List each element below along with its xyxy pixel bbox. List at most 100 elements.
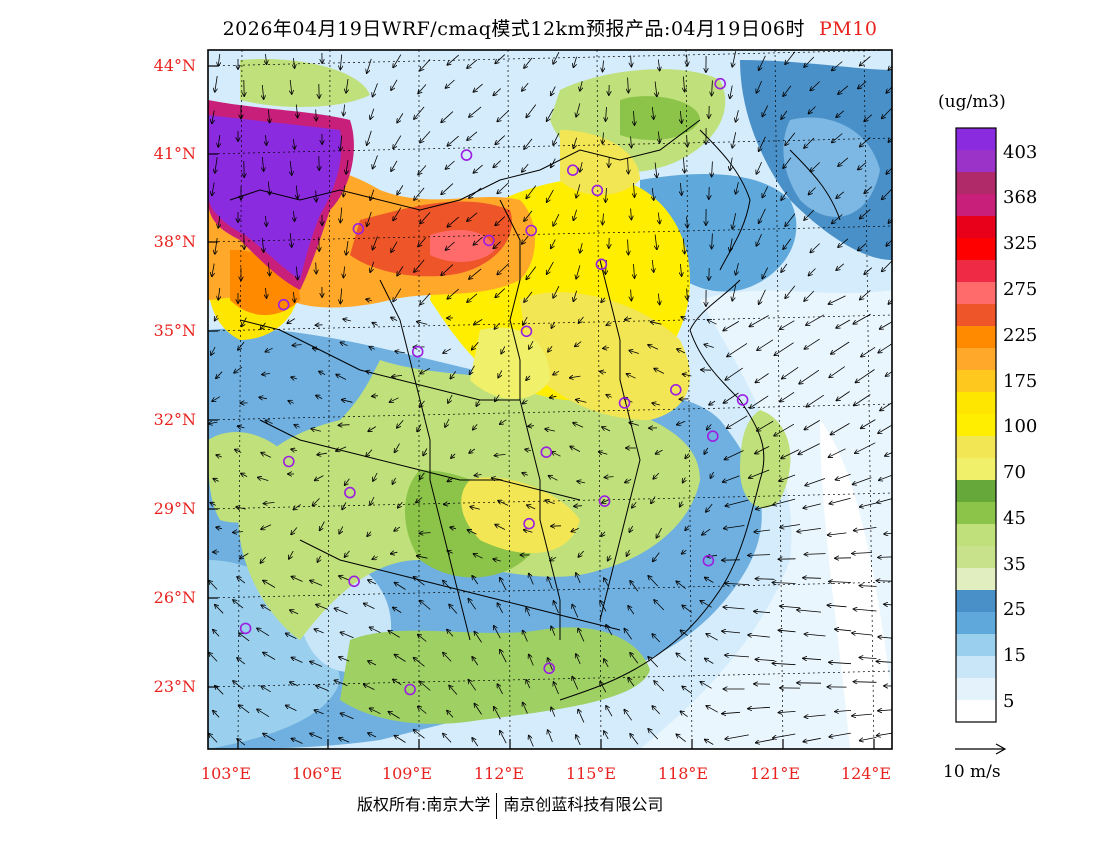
colorbar-segment (956, 502, 996, 525)
wind-vector (373, 155, 378, 168)
wind-vector (420, 400, 425, 407)
wind-vector (390, 397, 399, 402)
wind-vector (551, 158, 556, 168)
wind-vector (602, 427, 611, 432)
station-marker (595, 258, 608, 271)
colorbar-segment (956, 260, 996, 283)
wind-vector (340, 135, 341, 151)
wind-vector (574, 506, 583, 507)
wind-vector (835, 710, 852, 711)
wind-vector (724, 392, 739, 403)
wind-vector (547, 261, 554, 274)
wind-vector (497, 182, 510, 194)
wind-vector (261, 524, 272, 530)
wind-vector (779, 474, 796, 481)
wind-vector (548, 345, 553, 352)
colorbar-segment (956, 282, 996, 305)
wind-vector (527, 505, 536, 510)
wind-vector (346, 241, 348, 255)
colorbar-label-25: 25 (1003, 599, 1026, 620)
wind-vector (213, 630, 220, 637)
colorbar-unit: (ug/m3) (938, 92, 1006, 112)
wind-vector (263, 653, 276, 660)
wind-vector (475, 475, 482, 476)
lat-label-35: 35°N (153, 321, 196, 340)
wind-vector (420, 59, 431, 70)
station-marker (483, 234, 495, 247)
wind-vector (443, 581, 452, 590)
wind-vector (391, 79, 398, 90)
wind-vector (472, 342, 479, 349)
colorbar-segment (956, 458, 996, 481)
wind-vector (682, 605, 693, 613)
wind-vector (236, 507, 246, 509)
wind-vector (547, 189, 554, 202)
wind-vector (856, 369, 875, 383)
wind-vector (293, 291, 294, 302)
wind-vector (526, 680, 531, 689)
wind-vector (797, 528, 821, 531)
wind-vector (599, 452, 608, 455)
wind-vector (447, 216, 459, 227)
wind-vector (473, 424, 478, 429)
wind-vector (654, 369, 665, 374)
wind-vector (414, 187, 425, 200)
wind-vector (314, 629, 324, 634)
wind-vector (414, 730, 425, 739)
wind-vector (573, 209, 577, 221)
wind-vector (722, 631, 741, 633)
wind-vector (853, 313, 871, 324)
wind-vector (578, 629, 585, 642)
wind-vector (748, 707, 771, 708)
wind-vector (268, 181, 269, 195)
wind-vector (339, 526, 344, 533)
wind-vector (258, 477, 269, 481)
wind-vector (580, 243, 582, 253)
monitoring-stations (239, 77, 749, 696)
wind-vector (577, 481, 585, 483)
colorbar-segment (956, 700, 996, 723)
wind-vector (266, 287, 267, 298)
wind-vector (781, 191, 788, 200)
wind-vector (854, 682, 877, 683)
wind-vector (313, 498, 320, 505)
wind-vector (806, 394, 825, 407)
wind-vector (658, 293, 659, 305)
wind-vector (797, 610, 822, 612)
wind-vector (493, 559, 501, 561)
wind-vector (572, 677, 579, 690)
lat-label-29: 29°N (153, 499, 196, 518)
wind-vector (470, 365, 475, 375)
wind-vector (804, 56, 815, 67)
wind-vector (864, 267, 873, 275)
wind-vector (469, 106, 482, 117)
station-marker (736, 394, 749, 406)
wind-vector (268, 262, 269, 276)
wind-vector (233, 600, 244, 609)
wind-vector (858, 162, 867, 169)
wind-vector (652, 706, 661, 715)
wind-vector (293, 138, 294, 149)
wind-vector (450, 371, 457, 378)
wind-vector (266, 215, 267, 226)
wind-vector (545, 500, 555, 505)
wind-vector (658, 131, 659, 143)
lat-label-41: 41°N (153, 144, 196, 163)
wind-vector (526, 104, 537, 118)
wind-vector (291, 377, 298, 379)
wind-vector (336, 446, 347, 451)
wind-vector (372, 557, 378, 560)
wind-vector (680, 110, 681, 123)
wind-vector (215, 157, 217, 173)
wind-vector (805, 478, 826, 486)
wind-vector (211, 346, 216, 355)
wind-vector (370, 108, 375, 119)
wind-vector (449, 605, 458, 614)
wind-vector (855, 442, 876, 453)
wind-vector (467, 293, 478, 302)
wind-vector (417, 424, 422, 432)
station-marker (520, 325, 533, 338)
wind-vector (732, 285, 737, 301)
wind-vector (756, 738, 775, 743)
station-marker (348, 575, 360, 588)
